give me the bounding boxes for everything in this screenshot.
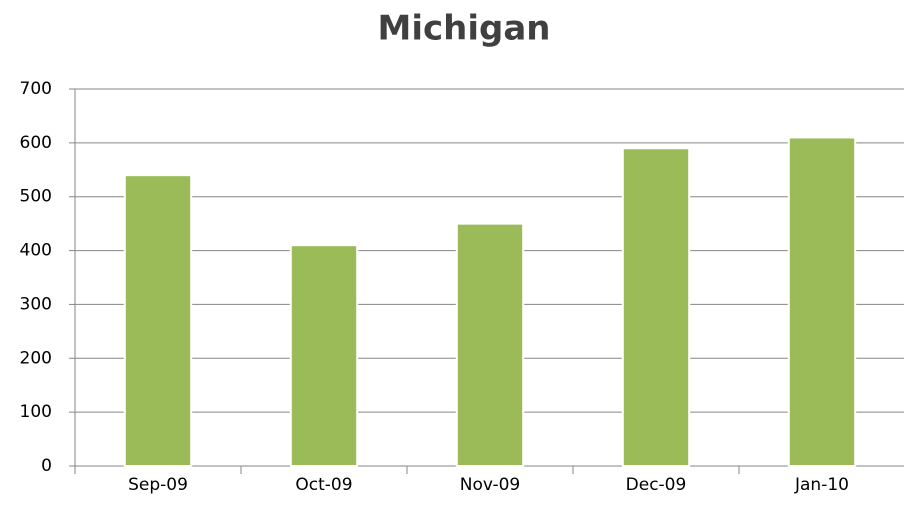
y-tick-label: 300 <box>20 294 52 314</box>
x-tick-label: Dec-09 <box>626 475 687 495</box>
y-tick-label: 600 <box>20 133 52 153</box>
y-tick-label: 700 <box>20 79 52 99</box>
y-tick-label: 100 <box>20 402 52 422</box>
y-tick-label: 200 <box>20 348 52 368</box>
bar <box>787 136 857 467</box>
bar <box>621 147 691 467</box>
x-tick-label: Oct-09 <box>295 475 352 495</box>
x-tick-label: Sep-09 <box>128 475 188 495</box>
bar <box>455 222 525 467</box>
x-tick-label: Nov-09 <box>460 475 521 495</box>
y-tick-label: 400 <box>20 241 52 261</box>
bar <box>123 174 193 468</box>
chart-title: Michigan <box>378 9 551 49</box>
bar <box>289 244 359 467</box>
y-tick-label: 500 <box>20 187 52 207</box>
y-tick-label: 0 <box>41 456 52 476</box>
x-tick-label: Jan-10 <box>794 475 849 495</box>
